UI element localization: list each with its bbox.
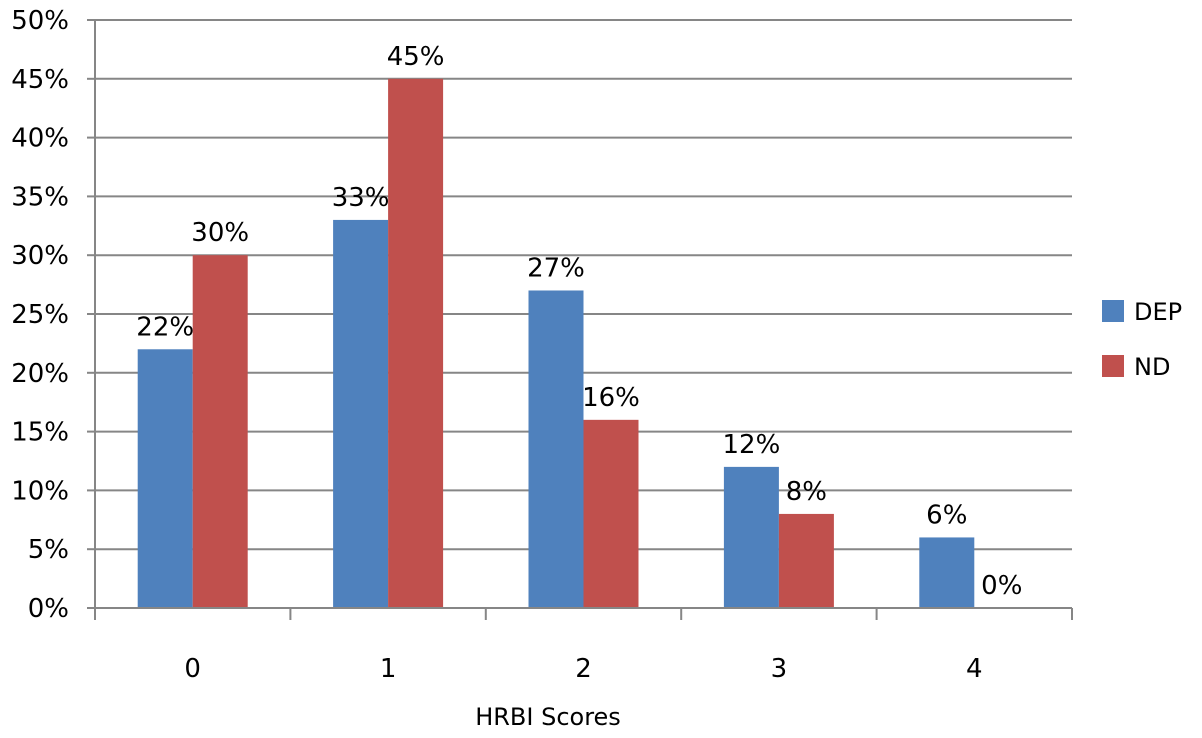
x-tick-label: 4 <box>966 654 983 684</box>
bars <box>137 78 975 609</box>
legend-swatch-dep <box>1102 300 1124 322</box>
legend: DEP ND <box>1102 298 1182 381</box>
y-tick-label: 0% <box>28 594 69 624</box>
y-tick-label: 45% <box>11 65 69 95</box>
x-tick-label: 0 <box>184 654 201 684</box>
legend-label-nd: ND <box>1134 353 1170 381</box>
bar-nd <box>388 78 444 609</box>
y-tick-label: 25% <box>11 300 69 330</box>
bar-dep <box>528 290 584 608</box>
bar-nd <box>778 513 834 608</box>
x-tick-label: 2 <box>575 654 592 684</box>
bar-dep <box>919 537 975 608</box>
legend-label-dep: DEP <box>1134 298 1182 326</box>
y-tick-label: 30% <box>11 241 69 271</box>
bar-dep <box>137 349 193 608</box>
y-tick-label: 35% <box>11 182 69 212</box>
y-tick-label: 5% <box>28 535 69 565</box>
y-tick-label: 40% <box>11 124 69 154</box>
legend-swatch-nd <box>1102 355 1124 377</box>
data-label: 33% <box>332 183 390 213</box>
data-label: 6% <box>926 500 967 530</box>
data-label: 12% <box>723 430 781 460</box>
data-label: 16% <box>582 383 640 413</box>
bar-nd <box>583 419 639 608</box>
bar-dep <box>333 219 389 609</box>
y-tick-label: 50% <box>11 6 69 36</box>
data-label: 22% <box>136 312 194 342</box>
y-tick-label: 15% <box>11 418 69 448</box>
x-tick-label: 1 <box>380 654 397 684</box>
data-label: 0% <box>981 571 1022 601</box>
bar-dep <box>723 466 779 608</box>
y-tick-label: 20% <box>11 359 69 389</box>
y-tick-label: 10% <box>11 476 69 506</box>
data-label: 27% <box>527 253 585 283</box>
data-labels: 22% 30% 33% 45% 27% 16% 12%8% 6% 0% <box>136 42 1022 601</box>
data-label: 8% <box>786 477 827 507</box>
bar-nd <box>192 255 248 608</box>
data-label: 30% <box>191 218 249 248</box>
x-axis-title: HRBI Scores <box>475 703 621 731</box>
axes: 0% 5% 10% 15% 20% 25% 30% 35% 40% 45% 50% 0 1 2 3 4 <box>11 6 1073 684</box>
x-tick-label: 3 <box>771 654 788 684</box>
data-label: 45% <box>387 42 445 72</box>
